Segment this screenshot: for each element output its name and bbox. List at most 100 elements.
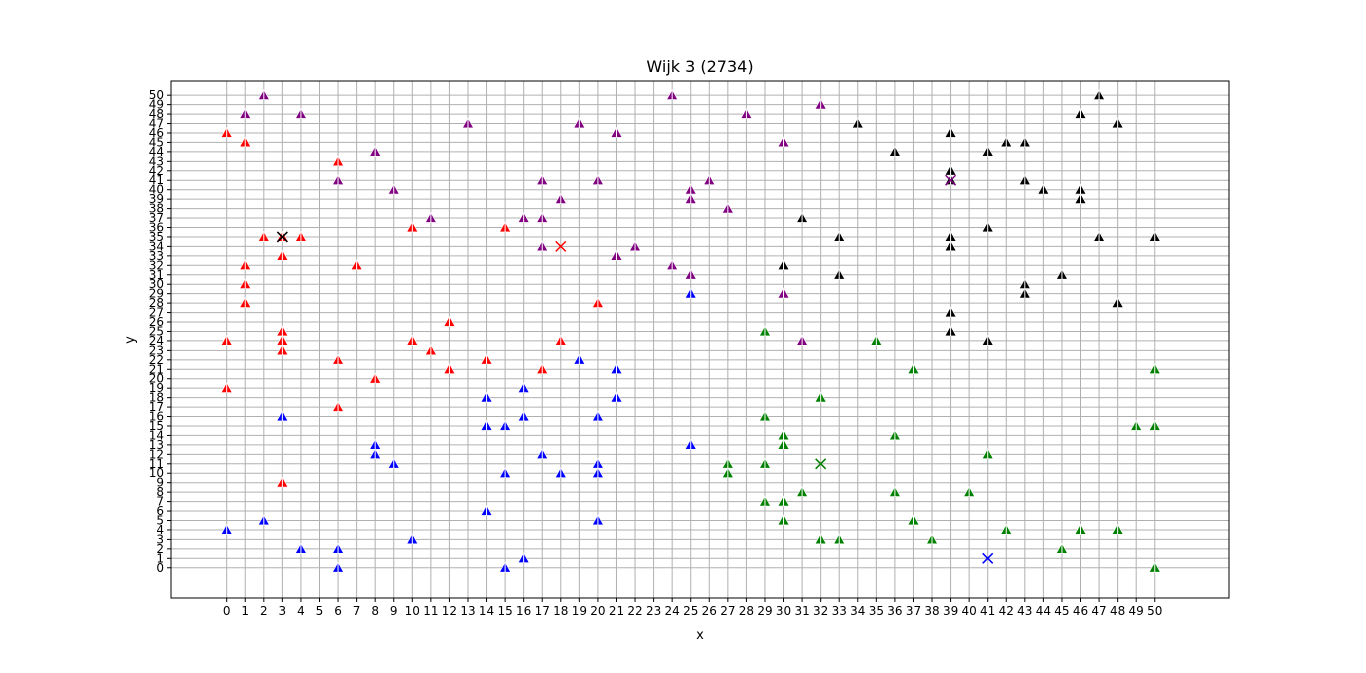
y-tick-label: 3: [156, 532, 164, 546]
x-tick-label: 37: [906, 604, 921, 618]
x-tick-label: 34: [850, 604, 865, 618]
center-cross-stroke: [982, 552, 994, 564]
x-tick-label: 16: [516, 604, 531, 618]
x-tick-label: 33: [832, 604, 847, 618]
y-tick-label: 23: [149, 343, 164, 357]
x-tick-label: 7: [353, 604, 361, 618]
x-tick-label: 2: [260, 604, 268, 618]
y-tick-label: 33: [149, 249, 164, 263]
x-tick-label: 30: [776, 604, 791, 618]
y-tick-label: 29: [149, 287, 164, 301]
y-tick-label: 45: [149, 135, 164, 149]
x-tick-label: 24: [665, 604, 680, 618]
x-tick-label: 15: [497, 604, 512, 618]
center-cross-stroke: [555, 240, 567, 252]
x-tick-label: 42: [999, 604, 1014, 618]
y-tick-label: 18: [149, 391, 164, 405]
x-tick-label: 47: [1091, 604, 1106, 618]
cluster-center-marker: [815, 458, 827, 470]
y-tick-label: 34: [149, 239, 164, 253]
y-tick-label: 24: [149, 334, 164, 348]
x-tick-label: 17: [535, 604, 550, 618]
cluster-center-marker: [945, 174, 957, 186]
x-tick-label: 26: [702, 604, 717, 618]
y-tick-label: 21: [149, 362, 164, 376]
y-axis-label: y: [123, 336, 138, 344]
y-tick-label: 28: [149, 296, 164, 310]
y-tick-label: 9: [156, 476, 164, 490]
y-tick-label: 26: [149, 315, 164, 329]
cluster-center-marker: [276, 231, 288, 243]
x-tick-label: 27: [720, 604, 735, 618]
y-tick-label: 50: [149, 88, 164, 102]
plot-frame: [170, 80, 1230, 599]
cluster-center-marker: [555, 240, 567, 252]
x-tick-label: 36: [887, 604, 902, 618]
y-tick-label: 0: [156, 561, 164, 575]
y-tick-label: 7: [156, 495, 164, 509]
x-tick-label: 44: [1036, 604, 1051, 618]
x-tick-label: 11: [423, 604, 438, 618]
x-tick-label: 9: [390, 604, 398, 618]
x-tick-label: 29: [757, 604, 772, 618]
x-tick-label: 19: [572, 604, 587, 618]
y-tick-label: 14: [149, 428, 164, 442]
y-tick-label: 5: [156, 513, 164, 527]
x-tick-label: 4: [297, 604, 305, 618]
y-tick-label: 47: [149, 117, 164, 131]
x-tick-label: 41: [980, 604, 995, 618]
y-tick-label: 44: [149, 145, 164, 159]
x-tick-label: 43: [1017, 604, 1032, 618]
y-tick-label: 38: [149, 202, 164, 216]
x-tick-label: 39: [943, 604, 958, 618]
y-tick-label: 6: [156, 504, 164, 518]
y-tick-label: 31: [149, 268, 164, 282]
y-tick-label: 16: [149, 410, 164, 424]
y-tick-label: 46: [149, 126, 164, 140]
y-tick-label: 42: [149, 164, 164, 178]
y-tick-label: 20: [149, 372, 164, 386]
x-tick-label: 22: [627, 604, 642, 618]
y-tick-label: 11: [149, 457, 164, 471]
x-tick-label: 35: [869, 604, 884, 618]
x-tick-label: 8: [371, 604, 379, 618]
y-tick-label: 2: [156, 542, 164, 556]
x-tick-label: 20: [590, 604, 605, 618]
x-tick-label: 23: [646, 604, 661, 618]
x-tick-label: 38: [924, 604, 939, 618]
x-tick-label: 48: [1110, 604, 1125, 618]
y-tick-label: 13: [149, 438, 164, 452]
x-tick-label: 13: [460, 604, 475, 618]
y-tick-label: 43: [149, 154, 164, 168]
x-tick-label: 25: [683, 604, 698, 618]
x-tick-label: 40: [961, 604, 976, 618]
cluster-centers: [276, 174, 994, 564]
y-tick-label: 17: [149, 400, 164, 414]
cluster-center-marker: [982, 552, 994, 564]
y-tick-label: 4: [156, 523, 164, 537]
x-tick-label: 1: [241, 604, 249, 618]
y-tick-label: 30: [149, 277, 164, 291]
x-tick-label: 46: [1073, 604, 1088, 618]
y-tick-label: 15: [149, 419, 164, 433]
y-tick-label: 10: [149, 466, 164, 480]
y-tick-label: 49: [149, 98, 164, 112]
center-cross-stroke: [815, 458, 827, 470]
x-tick-label: 0: [223, 604, 231, 618]
x-tick-label: 45: [1054, 604, 1069, 618]
x-tick-label: 10: [405, 604, 420, 618]
y-tick-label: 37: [149, 211, 164, 225]
x-tick-label: 50: [1147, 604, 1162, 618]
y-tick-label: 41: [149, 173, 164, 187]
center-cross-stroke: [945, 174, 957, 186]
y-tick-label: 40: [149, 183, 164, 197]
x-tick-label: 14: [479, 604, 494, 618]
x-tick-label: 3: [279, 604, 287, 618]
x-tick-label: 49: [1129, 604, 1144, 618]
y-axis-ticks: 0123456789101112131415161718192021222324…: [149, 88, 171, 575]
y-tick-label: 35: [149, 230, 164, 244]
data-points: [220, 89, 1161, 573]
y-tick-label: 22: [149, 353, 164, 367]
y-tick-label: 48: [149, 107, 164, 121]
